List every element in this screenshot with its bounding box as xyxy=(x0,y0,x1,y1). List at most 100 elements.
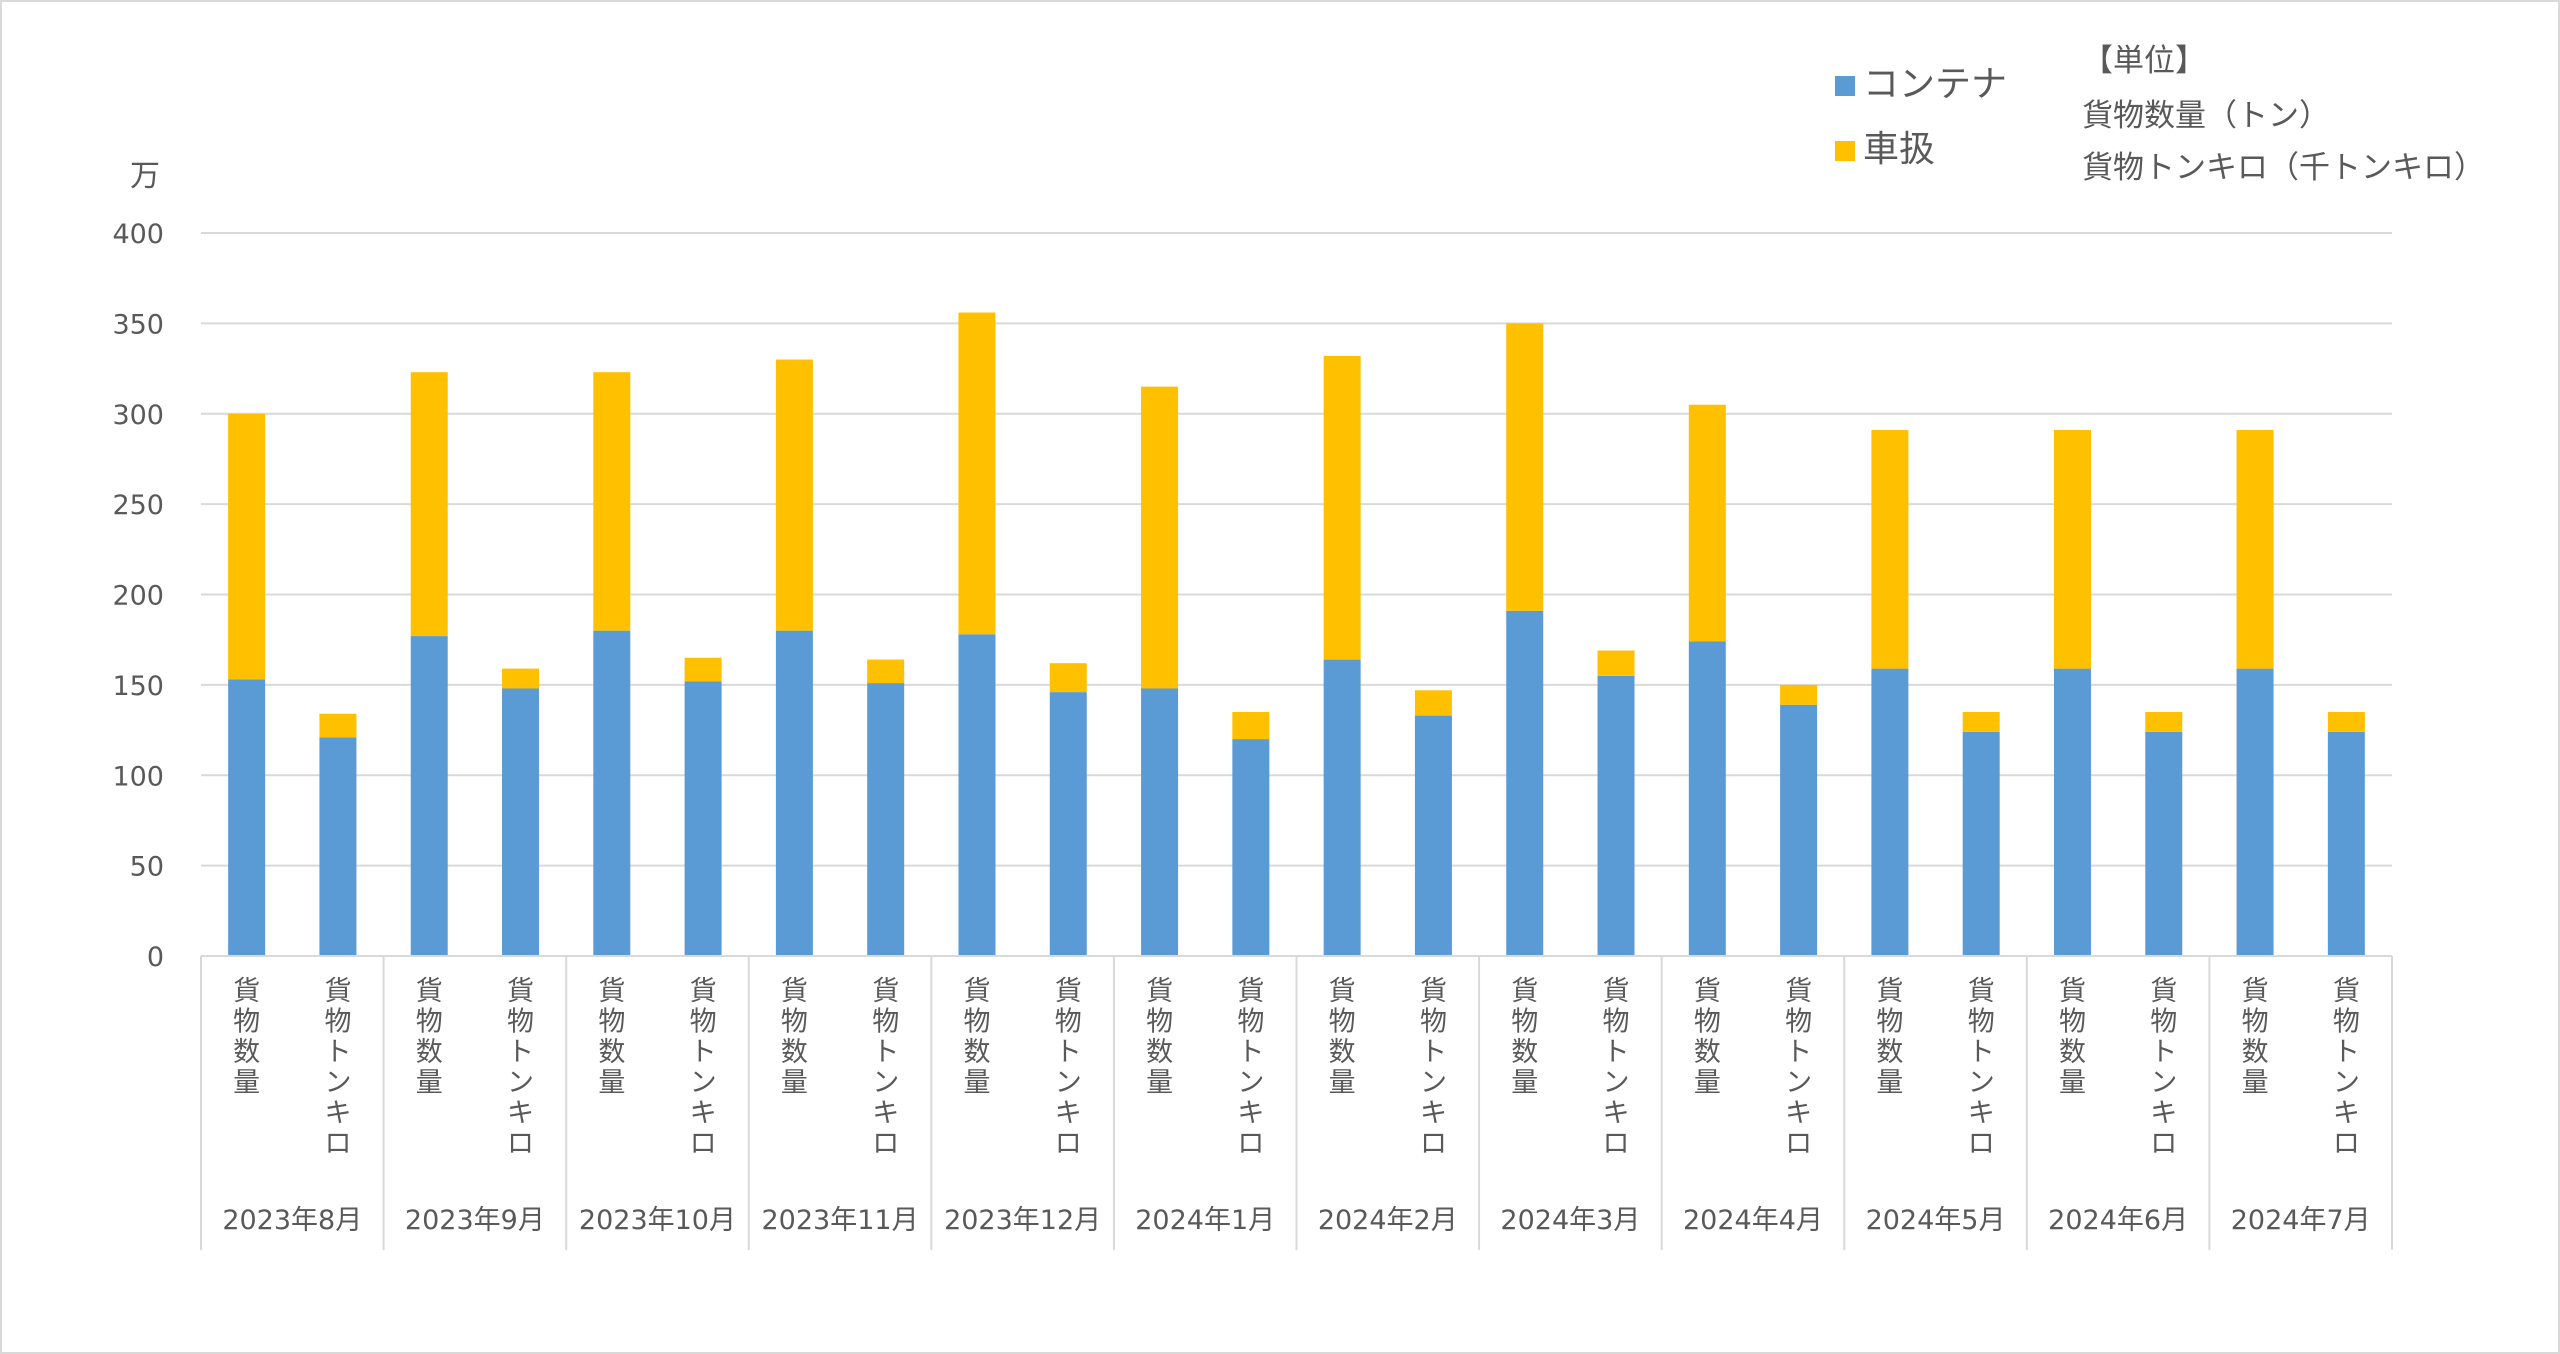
y-tick-label: 400 xyxy=(112,219,164,250)
y-tick-label: 150 xyxy=(112,671,164,702)
bar-segment-shaft xyxy=(684,657,722,682)
bar-segment-shaft xyxy=(228,413,266,680)
x-group-label: 2024年7月 xyxy=(2231,1205,2371,1236)
bar-segment-container xyxy=(2236,668,2274,956)
bar-segment-shaft xyxy=(1414,690,1452,716)
bar-segment-container xyxy=(1323,659,1361,956)
bar-segment-container xyxy=(1871,668,1909,956)
legend-swatch-container xyxy=(1835,76,1855,96)
x-tick-label: 貨物数量 xyxy=(2059,976,2086,1099)
legend-label-container: コンテナ xyxy=(1863,64,2007,105)
bar-segment-container xyxy=(684,681,722,956)
x-tick-label: 貨物トンキロ xyxy=(1055,976,1082,1160)
unit-note-line-1: 貨物数量（トン） xyxy=(2082,98,2330,134)
bar-segment-container xyxy=(958,634,996,956)
x-group-label: 2024年1月 xyxy=(1135,1205,1275,1236)
bar-segment-container xyxy=(1141,688,1179,956)
bar-segment-container xyxy=(2327,731,2365,956)
bar-segment-shaft xyxy=(1597,650,1635,676)
x-tick-label: 貨物トンキロ xyxy=(2150,976,2177,1160)
y-tick-label: 300 xyxy=(112,400,164,431)
y-tick-label: 100 xyxy=(112,761,164,792)
bar-segment-shaft xyxy=(2053,430,2091,669)
bar-segment-shaft xyxy=(502,668,540,689)
y-axis-label: 万 xyxy=(130,159,160,194)
bar-segment-container xyxy=(1597,675,1635,956)
y-tick-label: 350 xyxy=(112,309,164,340)
bar-segment-shaft xyxy=(2327,711,2365,732)
bar-segment-container xyxy=(775,630,813,956)
legend-label-shaft: 車扱 xyxy=(1863,129,1935,170)
bar-segment-container xyxy=(1232,739,1270,956)
x-tick-label: 貨物数量 xyxy=(1146,976,1173,1099)
bar-segment-shaft xyxy=(1780,684,1818,705)
x-tick-label: 貨物数量 xyxy=(1876,976,1903,1099)
bar-segment-shaft xyxy=(1506,323,1544,611)
x-tick-label: 貨物トンキロ xyxy=(1420,976,1447,1160)
bar-segment-shaft xyxy=(593,372,631,631)
x-tick-label: 貨物数量 xyxy=(598,976,625,1099)
bar-segment-shaft xyxy=(1141,386,1179,689)
bar-segment-container xyxy=(410,636,448,956)
bar-segment-shaft xyxy=(1232,711,1270,740)
x-tick-label: 貨物数量 xyxy=(416,976,443,1099)
unit-note-title: 【単位】 xyxy=(2082,43,2206,79)
x-axis: 貨物数量 貨物トンキロ 貨物数量 貨物トンキロ 貨物数量 貨物トンキロ 貨物数量 貨物トンキロ… xyxy=(200,955,2393,1250)
x-group-label: 2023年11月 xyxy=(762,1205,919,1236)
x-group-label: 2024年4月 xyxy=(1683,1205,1823,1236)
x-group-label: 2024年3月 xyxy=(1500,1205,1640,1236)
y-tick-label: 200 xyxy=(112,581,164,612)
bar-segment-container xyxy=(1688,641,1726,956)
legend: コンテナ 車扱 xyxy=(1835,64,2007,170)
bar-segment-shaft xyxy=(1323,355,1361,660)
x-group-label: 2023年10月 xyxy=(579,1205,736,1236)
legend-swatch-shaft xyxy=(1835,141,1855,161)
x-tick-label: 貨物数量 xyxy=(1329,976,1356,1099)
y-axis-ticks: 0 50 100 150 200 250 300 350 400 xyxy=(112,219,164,973)
bar-segment-container xyxy=(1049,692,1087,956)
x-group-label: 2023年8月 xyxy=(222,1205,362,1236)
bar-segment-container xyxy=(1506,610,1544,956)
x-tick-label: 貨物数量 xyxy=(781,976,808,1099)
bar-segment-shaft xyxy=(2236,430,2274,669)
x-group-label: 2024年6月 xyxy=(2048,1205,2188,1236)
bar-segment-shaft xyxy=(958,312,996,635)
x-tick-label: 貨物数量 xyxy=(1694,976,1721,1099)
y-tick-label: 50 xyxy=(130,852,164,883)
bar-segment-container xyxy=(319,737,357,956)
x-tick-label: 貨物トンキロ xyxy=(690,976,717,1160)
bar-segment-container xyxy=(228,679,266,956)
x-tick-label: 貨物トンキロ xyxy=(507,976,534,1160)
x-group-label: 2024年2月 xyxy=(1318,1205,1458,1236)
bar-segment-shaft xyxy=(1962,711,2000,732)
bar-segment-shaft xyxy=(2145,711,2183,732)
x-tick-label: 貨物数量 xyxy=(233,976,260,1099)
x-tick-label: 貨物トンキロ xyxy=(1603,976,1630,1160)
x-tick-label: 貨物トンキロ xyxy=(1968,976,1995,1160)
bar-segment-shaft xyxy=(410,372,448,637)
bar-segment-shaft xyxy=(1688,404,1726,642)
bar-segment-container xyxy=(502,688,540,956)
x-tick-label: 貨物トンキロ xyxy=(872,976,899,1160)
bar-segment-shaft xyxy=(775,359,813,631)
y-tick-label: 0 xyxy=(147,942,164,973)
x-tick-label: 貨物数量 xyxy=(963,976,990,1099)
bar-segment-container xyxy=(1962,731,2000,956)
bar-segment-shaft xyxy=(867,659,905,684)
x-group-label: 2023年12月 xyxy=(944,1205,1101,1236)
bar-segment-shaft xyxy=(319,713,357,738)
bar-segment-shaft xyxy=(1871,430,1909,669)
x-tick-label: 貨物数量 xyxy=(2242,976,2269,1099)
bar-segment-shaft xyxy=(1049,663,1087,693)
x-tick-label: 貨物トンキロ xyxy=(1785,976,1812,1160)
x-tick-label: 貨物トンキロ xyxy=(2333,976,2360,1160)
bar-segment-container xyxy=(2145,731,2183,956)
y-tick-label: 250 xyxy=(112,490,164,521)
x-group-label: 2024年5月 xyxy=(1866,1205,2006,1236)
bar-segment-container xyxy=(2053,668,2091,956)
x-tick-label: 貨物数量 xyxy=(1511,976,1538,1099)
bar-segment-container xyxy=(867,683,905,956)
bars xyxy=(228,312,2365,956)
